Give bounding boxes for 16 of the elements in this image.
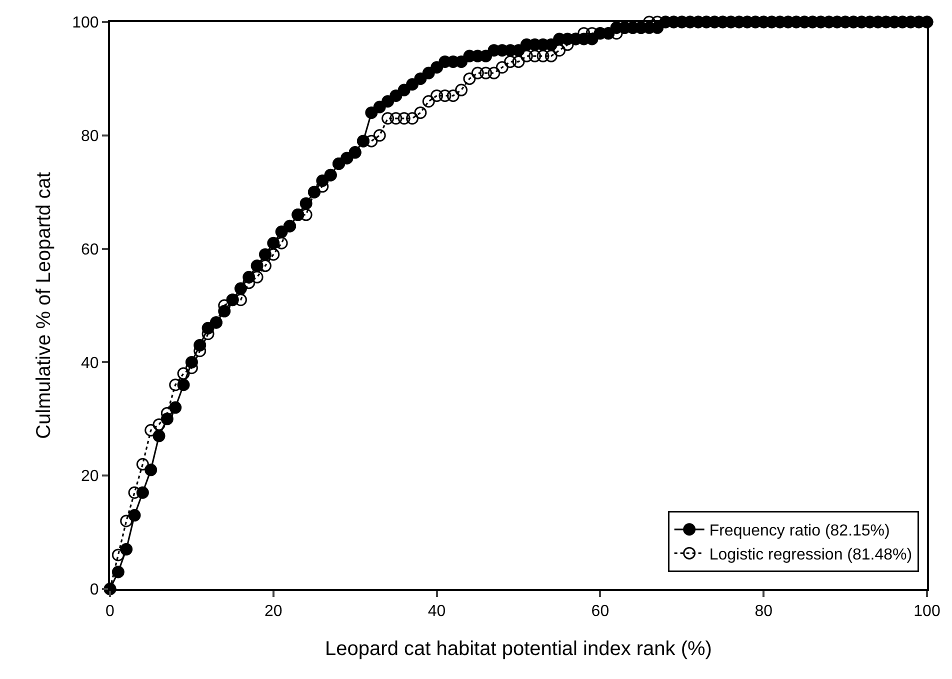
- x-tick-label: 100: [914, 603, 940, 620]
- y-tick-label: 40: [81, 354, 99, 372]
- y-tick-label: 0: [90, 582, 99, 599]
- y-tick-label: 20: [81, 468, 99, 486]
- x-axis-title: Leopard cat habitat potential index rank (%): [325, 638, 712, 660]
- x-tick-label: 80: [754, 603, 773, 620]
- y-tick-label: 60: [81, 241, 99, 258]
- x-tick-label: 60: [591, 603, 610, 620]
- legend-label: Logistic regression (81.48%): [709, 546, 912, 564]
- y-tick-label: 80: [81, 128, 99, 145]
- legend-label: Frequency ratio (82.15%): [709, 522, 890, 540]
- y-axis-title: Culmulative % of Leopartd cat: [33, 172, 56, 439]
- x-tick-label: 20: [264, 603, 282, 620]
- x-tick-label: 40: [428, 603, 446, 620]
- y-tick-label: 100: [72, 14, 99, 32]
- x-tick-label: 0: [106, 603, 115, 620]
